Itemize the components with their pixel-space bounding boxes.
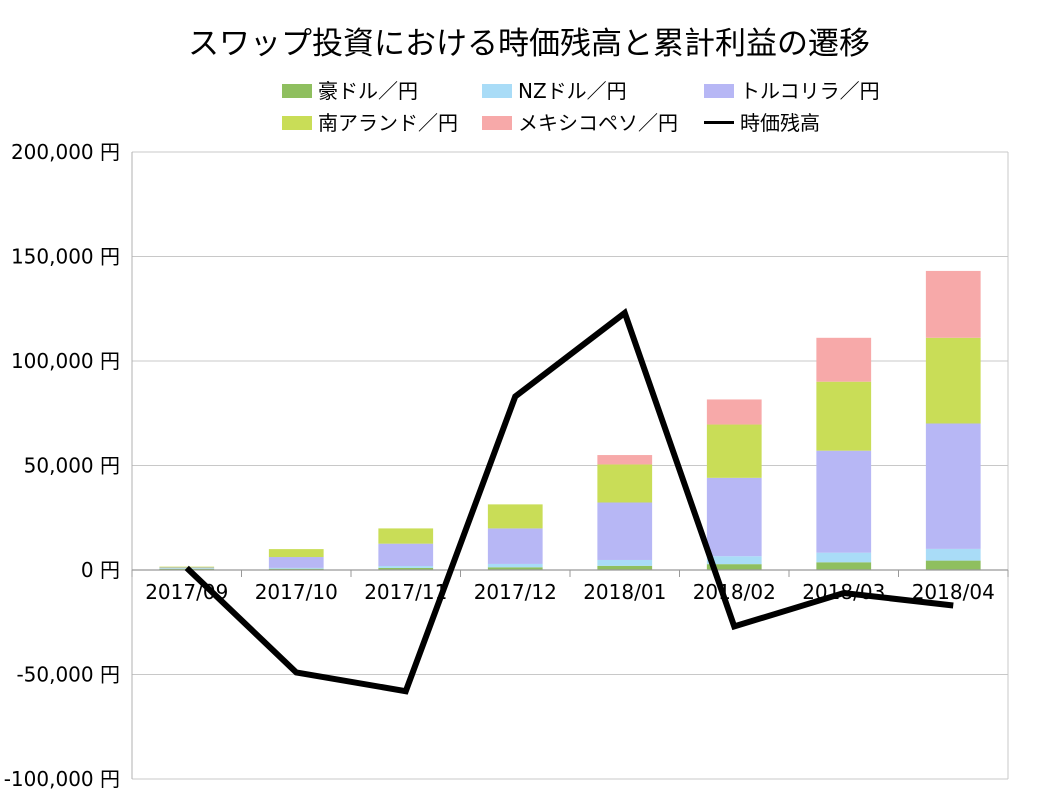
legend-item-balance: 時価残高 (704, 110, 820, 136)
bar-segment (925, 337, 981, 424)
legend-label-zar: 南アランド／円 (318, 111, 458, 135)
y-tick-label: -50,000 円 (16, 663, 120, 687)
bar-segment (706, 556, 762, 565)
legend-swatch-aud (282, 83, 312, 98)
bar-segment (487, 563, 543, 568)
bar-segment (597, 565, 653, 570)
x-tick-label: 2018/02 (693, 580, 776, 604)
bar-segment (268, 549, 324, 558)
legend-label-balance: 時価残高 (740, 111, 820, 135)
bar-segment (925, 548, 981, 561)
bar-segment (706, 399, 762, 425)
bar-segment (487, 504, 543, 529)
bar-segment (378, 566, 434, 568)
bar-segment (816, 381, 872, 451)
y-tick-label: 200,000 円 (11, 140, 120, 164)
y-tick-label: 150,000 円 (11, 245, 120, 269)
bar-segment (268, 557, 324, 568)
bar-segment (268, 567, 324, 569)
legend-item-nzd: NZドル／円 (482, 78, 627, 104)
bar-segment (159, 566, 215, 568)
legend-swatch-mxn (482, 115, 512, 130)
bar-segment (706, 564, 762, 570)
bar-segment (597, 559, 653, 566)
y-tick-label: 0 円 (81, 558, 120, 582)
legend-item-aud: 豪ドル／円 (282, 78, 418, 104)
legend-swatch-try (704, 83, 734, 98)
bar-segment (159, 567, 215, 569)
chart-title: スワップ投資における時価残高と累計利益の遷移 (188, 26, 870, 62)
legend-label-mxn: メキシコペソ／円 (518, 111, 678, 135)
x-tick-label: 2017/11 (364, 580, 447, 604)
bar-segment (816, 450, 872, 553)
bar-segment (597, 502, 653, 560)
line-series (184, 308, 954, 695)
legend-item-zar: 南アランド／円 (282, 110, 458, 136)
bar-segment (487, 567, 543, 570)
x-tick-label: 2018/01 (583, 580, 666, 604)
legend-line-balance (704, 121, 734, 124)
bar-segment (487, 528, 543, 564)
legend-label-nzd: NZドル／円 (518, 79, 627, 103)
y-tick-label: 50,000 円 (24, 454, 120, 478)
legend-label-aud: 豪ドル／円 (318, 79, 418, 103)
bar-segment (597, 455, 653, 465)
bar-segment (706, 477, 762, 557)
bar-segment (268, 568, 324, 570)
bar-segment (597, 464, 653, 503)
bar-segment (378, 543, 434, 567)
bar-segment (378, 567, 434, 570)
y-tick-label: -100,000 円 (4, 767, 120, 791)
legend-swatch-nzd (482, 83, 512, 98)
y-tick-label: 100,000 円 (11, 349, 120, 373)
legend-swatch-zar (282, 115, 312, 130)
x-tick-label: 2017/12 (474, 580, 557, 604)
bar-segment (706, 424, 762, 478)
bar-segment (816, 562, 872, 570)
legend-item-mxn: メキシコペソ／円 (482, 110, 678, 136)
bar-segment (816, 552, 872, 563)
bar-segment (378, 528, 434, 544)
legend-item-try: トルコリラ／円 (704, 78, 880, 104)
x-tick-label: 2017/10 (255, 580, 338, 604)
bar-segment (816, 337, 872, 382)
legend-label-try: トルコリラ／円 (740, 79, 880, 103)
bar-segment (925, 423, 981, 549)
bar-segment (925, 560, 981, 570)
bar-segment (925, 270, 981, 338)
